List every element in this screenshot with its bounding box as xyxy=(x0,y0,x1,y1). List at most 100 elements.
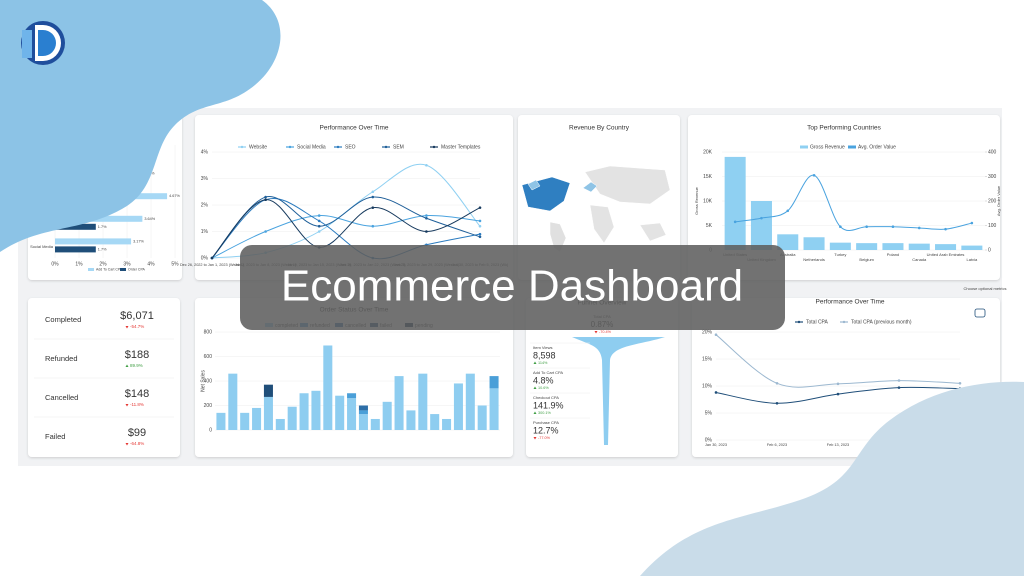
y-axis-label: Gross Revenue xyxy=(694,186,699,215)
legend-swatch xyxy=(384,145,388,149)
trend-arrow xyxy=(125,326,129,329)
bar xyxy=(382,401,392,430)
data-point xyxy=(775,401,779,405)
trend-arrow xyxy=(533,386,537,389)
bar xyxy=(55,246,96,253)
y-tick-label: 0% xyxy=(705,437,713,443)
data-point xyxy=(478,224,482,228)
data-label: 4.67% xyxy=(169,194,180,198)
map-region xyxy=(589,204,615,244)
y-tick-label: 10% xyxy=(702,383,713,389)
x-tick-label: 1% xyxy=(75,261,83,267)
y-tick-label: 800 xyxy=(204,329,213,335)
panel xyxy=(195,115,513,280)
status-change: -54.7% xyxy=(130,324,144,329)
bar xyxy=(430,414,440,430)
y-tick-label: 5K xyxy=(706,223,713,229)
bar xyxy=(803,237,825,250)
data-point xyxy=(264,198,267,201)
trend-arrow xyxy=(125,443,129,446)
x-tick-label: Australia xyxy=(780,252,796,257)
bar xyxy=(453,383,463,430)
bar xyxy=(347,398,357,430)
legend-swatch xyxy=(800,145,808,149)
legend-swatch xyxy=(336,145,340,149)
data-point xyxy=(958,382,962,385)
map-region xyxy=(639,222,667,242)
legend-label: Add To Cart CPA xyxy=(96,267,123,271)
bar xyxy=(489,388,499,430)
bar xyxy=(477,405,487,430)
panel-title: Top Performing Countries xyxy=(807,125,881,132)
data-point xyxy=(478,219,482,223)
tooltip: Choose optional metrics xyxy=(964,286,1007,291)
stage-label: Checkout CPA xyxy=(533,395,559,400)
data-point xyxy=(371,195,375,199)
bar xyxy=(358,414,368,430)
data-point xyxy=(786,209,790,213)
bar xyxy=(935,244,957,250)
trend-arrow xyxy=(594,331,598,334)
y2-tick-label: 400 xyxy=(988,149,997,155)
bar xyxy=(263,396,273,430)
data-point xyxy=(714,391,718,394)
data-point xyxy=(425,216,428,220)
legend-label: Total CPA xyxy=(806,319,829,325)
x-tick-label: 0% xyxy=(51,261,59,267)
y-tick-label: 20K xyxy=(703,149,713,155)
x-tick-label: Latvia xyxy=(967,257,978,262)
bar xyxy=(882,243,904,250)
y-tick-label: 15K xyxy=(703,174,713,180)
bar xyxy=(489,376,499,389)
banner xyxy=(240,245,785,330)
legend-swatch xyxy=(120,268,126,271)
map-region xyxy=(527,179,541,191)
panel-title: Performance Over Time xyxy=(320,125,389,132)
data-label: 3.64% xyxy=(144,217,155,221)
bar xyxy=(347,393,357,399)
x-tick-label: 3% xyxy=(123,261,131,267)
legend-label: Total CPA (previous month) xyxy=(851,319,912,325)
legend-swatch xyxy=(848,145,856,149)
trend-arrow xyxy=(533,411,537,414)
legend-swatch xyxy=(240,145,244,149)
y-tick-label: 20% xyxy=(702,329,713,335)
bar xyxy=(724,156,746,250)
legend-swatch xyxy=(88,268,94,271)
bar xyxy=(856,243,878,250)
y-tick-label: 2% xyxy=(201,202,209,208)
trend-arrow xyxy=(125,404,129,407)
x-tick-label: 4% xyxy=(147,261,155,267)
x-tick-label: Turkey xyxy=(834,252,846,257)
y2-tick-label: 0 xyxy=(988,247,991,253)
series-line xyxy=(735,174,972,231)
stage-change: 300.1% xyxy=(538,411,552,415)
bar xyxy=(55,238,132,245)
data-point xyxy=(425,230,428,233)
data-point xyxy=(317,214,321,217)
data-point xyxy=(264,230,267,233)
legend-swatch xyxy=(288,145,292,149)
panel-title: Performance Over Time xyxy=(816,299,885,306)
data-point xyxy=(733,220,737,224)
data-point xyxy=(478,235,482,239)
decor-blob-top xyxy=(0,0,281,252)
optional-metrics-button[interactable] xyxy=(974,308,986,318)
x-tick-label: 2% xyxy=(99,261,107,267)
bar xyxy=(228,373,238,430)
data-point xyxy=(775,382,779,385)
x-tick-label: 5% xyxy=(171,261,179,267)
data-point xyxy=(317,230,321,233)
stage-value: 12.7% xyxy=(533,425,559,435)
series-line xyxy=(211,215,481,259)
bar xyxy=(406,410,416,430)
x-tick-label: Canada xyxy=(912,257,927,262)
stage-value: 4.8% xyxy=(533,375,554,385)
status-value: $99 xyxy=(128,427,146,439)
y-tick-label: 4% xyxy=(201,149,209,155)
y2-axis-label: Avg. Order Value xyxy=(996,185,1001,216)
data-point xyxy=(917,226,921,230)
y-tick-label: 600 xyxy=(204,354,213,360)
status-value: $188 xyxy=(125,349,149,361)
bar xyxy=(263,384,273,397)
